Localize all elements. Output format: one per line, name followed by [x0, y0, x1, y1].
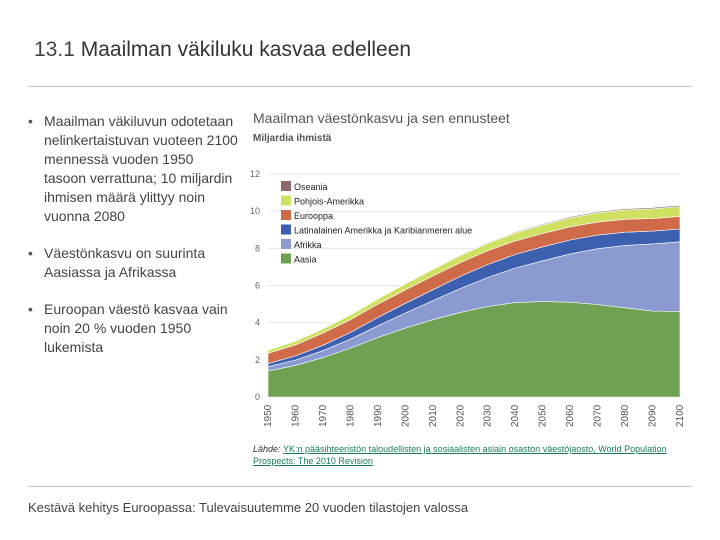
y-tick-label: 12 — [250, 169, 260, 179]
source-note: Lähde: YK:n pääsihteeristön taloudellist… — [253, 443, 673, 467]
chart-legend: Oseania Pohjois-Amerikka Eurooppa Latinalai… — [281, 181, 472, 265]
legend-label: Latinalainen Amerikka ja Karibianmeren a… — [294, 226, 472, 236]
x-tick-label: 1950 — [263, 404, 274, 427]
x-tick-label: 1990 — [373, 404, 384, 427]
footer-divider — [28, 486, 692, 487]
y-axis-unit-label: Miljardia ihmistä — [253, 133, 332, 144]
legend-label: Pohjois-Amerikka — [294, 197, 364, 207]
page-title: 13.1 Maailman väkiluku kasvaa edelleen — [34, 38, 411, 62]
legend-swatch — [281, 224, 291, 235]
bullet-item: Väestönkasvu on suurinta Aasiassa ja Afr… — [28, 244, 238, 282]
x-tick-label: 2060 — [565, 404, 576, 427]
x-tick-label: 2090 — [648, 404, 659, 427]
bullet-item: Maailman väkiluvun odotetaan nelinkertai… — [28, 112, 238, 226]
slide-number: 13.1 — [34, 38, 75, 61]
legend-swatch — [281, 253, 291, 264]
x-tick-label: 1960 — [290, 404, 301, 427]
x-tick-label: 2000 — [400, 404, 411, 427]
y-tick-label: 0 — [255, 392, 260, 402]
x-tick-label: 2010 — [428, 404, 439, 427]
y-axis-ticks: 0 2 4 6 8 10 12 — [250, 169, 260, 402]
x-tick-label: 2030 — [483, 404, 494, 427]
legend-swatch — [281, 210, 291, 220]
legend-label: Eurooppa — [294, 211, 333, 221]
title-divider — [28, 86, 692, 87]
x-tick-label: 2020 — [455, 404, 466, 427]
legend-swatch — [281, 239, 291, 249]
y-tick-label: 2 — [255, 355, 260, 365]
bullet-list: Maailman väkiluvun odotetaan nelinkertai… — [28, 112, 238, 375]
y-tick-label: 6 — [255, 281, 260, 291]
x-tick-label: 2080 — [620, 404, 631, 427]
legend-label: Afrikka — [294, 240, 322, 250]
population-area-chart: 0 2 4 6 8 10 12 1950 1960 1970 1980 1990 2000 2010 20… — [250, 169, 686, 427]
x-tick-label: 2070 — [593, 404, 604, 427]
area-series — [267, 204, 681, 398]
x-tick-label: 2050 — [538, 404, 549, 427]
x-tick-label: 1980 — [345, 404, 356, 427]
x-tick-label: 2100 — [675, 404, 686, 427]
y-tick-label: 10 — [250, 206, 260, 216]
bullet-item: Euroopan väestö kasvaa vain noin 20 % vu… — [28, 300, 238, 357]
legend-label: Oseania — [294, 182, 328, 192]
y-tick-label: 4 — [255, 318, 260, 328]
source-link[interactable]: YK:n pääsihteeristön taloudellisten ja s… — [253, 444, 667, 466]
footer-text: Kestävä kehitys Euroopassa: Tulevaisuute… — [28, 500, 469, 515]
x-tick-label: 2040 — [510, 404, 521, 427]
chart-title: Maailman väestönkasvu ja sen ennusteet — [253, 110, 510, 126]
area-oseania — [267, 204, 681, 351]
legend-swatch — [281, 195, 291, 206]
source-prefix: Lähde: — [253, 444, 284, 454]
legend-label: Aasia — [294, 255, 317, 265]
x-axis-ticks: 1950 1960 1970 1980 1990 2000 2010 2020 2030 2040… — [263, 404, 686, 427]
x-tick-label: 1970 — [318, 404, 329, 427]
y-tick-label: 8 — [255, 243, 260, 253]
legend-swatch — [281, 181, 291, 191]
slide-title-text: Maailman väkiluku kasvaa edelleen — [80, 38, 412, 61]
